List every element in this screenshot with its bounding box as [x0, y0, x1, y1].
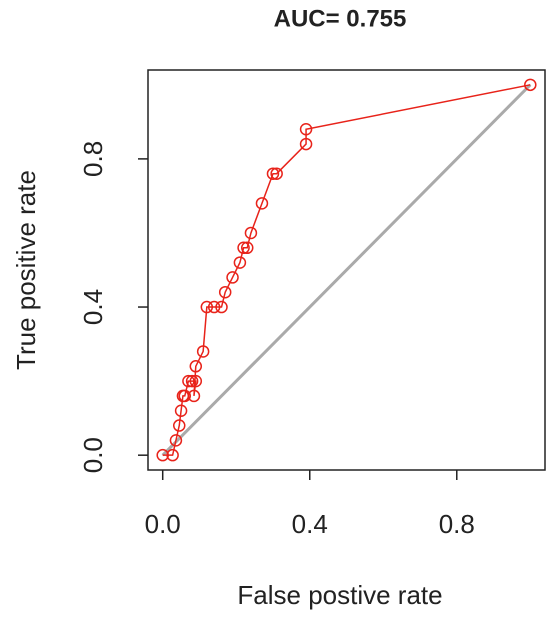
roc-point	[207, 300, 221, 314]
y-axis-label: True positive rate	[11, 170, 41, 370]
roc-point	[241, 241, 254, 255]
x-tick-label: 0.4	[292, 509, 328, 539]
roc-point	[178, 389, 192, 403]
y-tick-label: 0.8	[78, 141, 108, 177]
roc-point	[270, 167, 283, 180]
y-tick-label: 0.4	[78, 289, 108, 325]
plot-frame	[147, 69, 546, 471]
roc-point	[189, 360, 203, 373]
reference-diagonal	[161, 83, 532, 457]
x-tick-label: 0.0	[145, 509, 181, 539]
roc-point	[172, 419, 186, 432]
roc-point	[189, 374, 203, 388]
x-tick-label: 0.8	[439, 509, 475, 539]
roc-point	[185, 374, 199, 388]
x-axis-label: False postive rate	[237, 580, 442, 610]
roc-line	[162, 84, 531, 456]
roc-point	[255, 197, 269, 210]
roc-point	[218, 285, 232, 299]
roc-point	[169, 434, 183, 447]
roc-point	[299, 123, 313, 136]
roc-point	[196, 345, 210, 358]
roc-point	[215, 300, 228, 314]
roc-point	[166, 448, 179, 462]
roc-point	[174, 404, 188, 417]
chart-title: AUC= 0.755	[274, 5, 407, 32]
roc-point	[187, 389, 201, 403]
roc-point	[233, 256, 247, 269]
roc-point	[156, 448, 169, 462]
roc-point	[299, 137, 313, 151]
roc-point	[244, 226, 258, 240]
roc-point	[182, 374, 195, 388]
roc-point	[226, 271, 239, 284]
roc-point	[200, 300, 214, 314]
y-tick-label: 0.0	[78, 437, 108, 473]
roc-point	[266, 167, 280, 180]
roc-point	[524, 78, 537, 92]
roc-point	[237, 241, 250, 255]
